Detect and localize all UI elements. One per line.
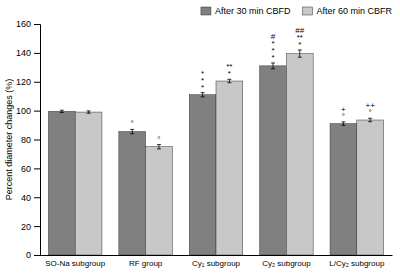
tick-label: 40 <box>21 193 31 203</box>
error-bar <box>157 145 161 149</box>
bar <box>357 120 384 255</box>
tick-label: SO-Na subgroup <box>45 259 106 268</box>
annotation: # <box>271 32 276 41</box>
tick-label: RF group <box>129 259 163 268</box>
x-tick: RF group <box>129 255 163 268</box>
y-tick: 60 <box>21 164 40 174</box>
y-axis: 0 20 40 60 80 100 120 140 160 <box>16 19 41 260</box>
annotation: + <box>341 105 346 114</box>
annotation: ° <box>157 135 160 144</box>
tick-mark <box>34 53 40 54</box>
x-tick: SO-Na subgroup <box>45 255 106 268</box>
tick-mark <box>34 255 40 256</box>
y-tick: 100 <box>16 106 40 116</box>
y-tick: 140 <box>16 48 40 58</box>
bar <box>75 112 102 255</box>
y-tick: 160 <box>16 19 40 29</box>
annotations: °******#°+°******##°++ <box>131 26 376 144</box>
y-tick: 120 <box>16 77 40 87</box>
bar <box>189 95 216 255</box>
chart: 0 20 40 60 80 100 120 140 160 SO-Na subgroup RF gr… <box>0 0 400 275</box>
error-bar <box>271 63 275 69</box>
annotation: ** <box>226 62 232 71</box>
tick-label: 60 <box>21 164 31 174</box>
tick-label: 120 <box>16 77 31 87</box>
y-axis-title: Percent diameter changes (%) <box>4 79 14 201</box>
bar <box>119 132 146 255</box>
x-tick: L/Cy₂ subgroup <box>329 255 385 268</box>
annotation: ° <box>131 119 134 128</box>
legend: After 30 min CBFD After 60 min CBFR <box>201 6 393 16</box>
tick-label: Cy₁ subgroup <box>192 259 241 268</box>
x-tick: Cy₂ subgroup <box>262 255 311 268</box>
tick-mark <box>34 168 40 169</box>
legend-item: After 30 min CBFD <box>201 6 291 16</box>
legend-item: After 60 min CBFR <box>302 6 392 16</box>
tick-label: Cy₂ subgroup <box>262 259 311 268</box>
legend-swatch <box>201 7 211 15</box>
plot-area <box>48 50 383 255</box>
bar-series <box>75 50 383 255</box>
legend-label: After 60 min CBFR <box>316 6 392 16</box>
error-bar <box>87 111 91 113</box>
tick-mark <box>34 197 40 198</box>
error-bar <box>130 129 134 133</box>
axis-line <box>41 255 393 256</box>
tick-label: 160 <box>16 19 31 29</box>
tick-mark <box>34 226 40 227</box>
tick-mark <box>34 140 40 141</box>
tick-label: 140 <box>16 48 31 58</box>
error-bar <box>368 118 372 121</box>
tick-label: 80 <box>21 135 31 145</box>
error-bar <box>60 110 64 112</box>
bar <box>260 66 287 255</box>
tick-mark <box>34 24 40 25</box>
y-tick: 80 <box>21 135 40 145</box>
error-bar <box>341 122 345 125</box>
tick-mark <box>34 82 40 83</box>
legend-swatch <box>302 7 312 15</box>
error-bar <box>227 79 231 82</box>
annotation: ++ <box>366 101 376 110</box>
tick-label: 0 <box>26 250 31 260</box>
axis-line <box>34 25 41 256</box>
tick-mark <box>34 111 40 112</box>
bar <box>286 54 313 255</box>
x-axis: SO-Na subgroup RF group Cy₁ subgroup Cy₂ su… <box>41 255 393 268</box>
annotation: * <box>201 69 204 78</box>
tick-label: 100 <box>16 106 31 116</box>
tick-label: L/Cy₂ subgroup <box>329 259 385 268</box>
y-tick: 0 <box>26 250 40 260</box>
bar <box>48 111 75 255</box>
tick-label: 20 <box>21 222 31 232</box>
error-bar <box>298 50 302 57</box>
y-tick: 20 <box>21 222 40 232</box>
bar <box>146 147 173 255</box>
error-bar <box>201 93 205 97</box>
legend-label: After 30 min CBFD <box>215 6 291 16</box>
y-tick: 40 <box>21 193 40 203</box>
annotation: ## <box>295 26 304 35</box>
x-tick: Cy₁ subgroup <box>192 255 241 268</box>
bar <box>330 124 357 255</box>
bar <box>216 81 243 255</box>
